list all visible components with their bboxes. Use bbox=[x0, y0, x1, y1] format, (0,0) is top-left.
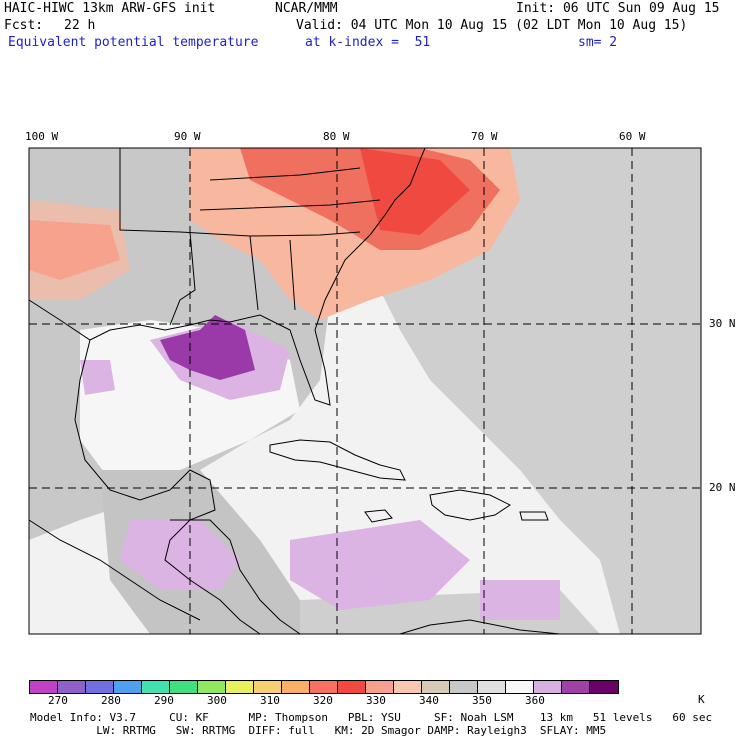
colorbar-swatch bbox=[366, 681, 394, 693]
us-state-border-6 bbox=[199, 199, 381, 211]
west-salmon-region bbox=[29, 200, 130, 300]
colorbar-swatch bbox=[254, 681, 282, 693]
valid-time: Valid: 04 UTC Mon 10 Aug 15 (02 LDT Mon … bbox=[296, 18, 688, 33]
lon-label-60w: 60 W bbox=[619, 130, 646, 143]
colorbar-swatch bbox=[170, 681, 198, 693]
south-america-coast bbox=[399, 619, 561, 635]
level-index: at k-index = 51 bbox=[305, 35, 431, 50]
hispaniola-outline bbox=[429, 489, 511, 521]
puerto-rico-outline bbox=[519, 511, 549, 521]
lon-label-80w: 80 W bbox=[323, 130, 350, 143]
colorbar-swatch bbox=[450, 681, 478, 693]
smoothing-value: sm= 2 bbox=[578, 35, 618, 50]
lat-label-30n: 30 N bbox=[709, 317, 736, 330]
mexico-coastline bbox=[74, 339, 261, 635]
lon-label-70w: 70 W bbox=[471, 130, 498, 143]
us-state-border-3 bbox=[169, 231, 196, 326]
forecast-label: Fcst: bbox=[4, 18, 44, 33]
colorbar-swatch bbox=[590, 681, 618, 693]
jamaica-outline bbox=[364, 509, 393, 523]
lon-label-100w: 100 W bbox=[25, 130, 59, 143]
colorbar-swatch bbox=[226, 681, 254, 693]
caribbean-lavender-band bbox=[290, 520, 470, 610]
us-bright-red-region bbox=[360, 148, 470, 235]
us-state-border-1 bbox=[119, 148, 181, 233]
us-state-border-4 bbox=[249, 235, 259, 311]
map-frame bbox=[28, 147, 702, 635]
center-name: NCAR/MMM bbox=[275, 1, 338, 16]
gulf-purple-core bbox=[160, 315, 255, 380]
mexico-west-coast bbox=[28, 519, 201, 621]
colorbar-tick-label: 300 bbox=[207, 694, 227, 707]
colorbar-swatch bbox=[534, 681, 562, 693]
colorbar-swatch bbox=[58, 681, 86, 693]
east-lavender-patch bbox=[480, 580, 560, 620]
colorbar-tick-label: 330 bbox=[366, 694, 386, 707]
lon-label-90w: 90 W bbox=[174, 130, 201, 143]
central-america-outline bbox=[170, 519, 301, 635]
footer-physics-info: LW: RRTMG SW: RRTMG DIFF: full KM: 2D Sm… bbox=[30, 724, 607, 737]
colorbar-swatch bbox=[338, 681, 366, 693]
colorbar-tick-label: 340 bbox=[419, 694, 439, 707]
us-state-border-7 bbox=[209, 167, 361, 181]
colorbar-swatch bbox=[30, 681, 58, 693]
model-title: HAIC-HIWC 13km ARW-GFS init bbox=[4, 1, 216, 16]
us-state-border-2 bbox=[179, 231, 361, 237]
colorbar-swatch bbox=[506, 681, 534, 693]
colorbar-swatch bbox=[394, 681, 422, 693]
colorbar-tick-label: 350 bbox=[472, 694, 492, 707]
colorbar-swatch bbox=[142, 681, 170, 693]
colorbar-unit: K bbox=[698, 693, 705, 706]
atlantic-gray-region bbox=[380, 148, 701, 634]
colorbar-swatch bbox=[562, 681, 590, 693]
colorbar-swatch bbox=[198, 681, 226, 693]
colorbar-tick-label: 310 bbox=[260, 694, 280, 707]
colorbar-tick-label: 320 bbox=[313, 694, 333, 707]
colorbar-tick-label: 270 bbox=[48, 694, 68, 707]
footer-model-info: Model Info: V3.7 CU: KF MP: Thompson PBL… bbox=[30, 711, 713, 724]
colorbar-swatch bbox=[422, 681, 450, 693]
colorbar-swatch bbox=[86, 681, 114, 693]
colorbar-swatch bbox=[478, 681, 506, 693]
west-lavender-patch bbox=[80, 360, 115, 395]
lat-label-20n: 20 N bbox=[709, 481, 736, 494]
colorbar-tick-label: 290 bbox=[154, 694, 174, 707]
init-time: Init: 06 UTC Sun 09 Aug 15 bbox=[516, 1, 720, 16]
colorbar bbox=[29, 680, 619, 694]
cuba-outline bbox=[269, 439, 406, 481]
forecast-hour: 22 h bbox=[64, 18, 96, 33]
us-state-border-5 bbox=[289, 239, 296, 311]
central-america-lavender bbox=[120, 520, 240, 590]
colorbar-swatch bbox=[282, 681, 310, 693]
colorbar-tick-label: 280 bbox=[101, 694, 121, 707]
gulf-coastline bbox=[28, 147, 426, 406]
field-name: Equivalent potential temperature bbox=[8, 35, 259, 50]
colorbar-swatch bbox=[310, 681, 338, 693]
colorbar-swatch bbox=[114, 681, 142, 693]
colorbar-tick-label: 360 bbox=[525, 694, 545, 707]
